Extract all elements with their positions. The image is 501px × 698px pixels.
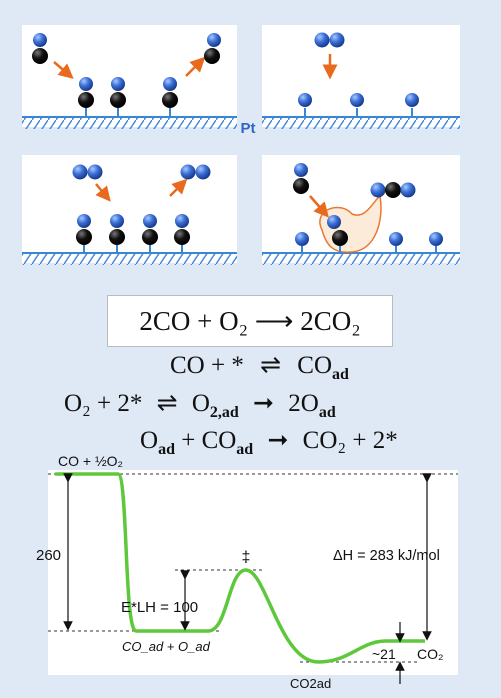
panel-co-blocking (22, 155, 237, 265)
step2-left: O₂ + 2* (64, 390, 143, 417)
step1-right-sub: ad (332, 366, 349, 383)
panel-co-adsorption (22, 25, 237, 129)
step3-left-b-sub: ad (236, 441, 254, 458)
transition-state-mark: ‡ (242, 549, 251, 566)
co-desorption-energy: 260 (36, 547, 61, 564)
step1-left: CO + * (170, 352, 244, 379)
step3-right: CO₂ + 2* (302, 427, 398, 454)
overall-reaction-box: 2CO + O₂ ⟶ 2CO₂ (107, 295, 393, 347)
step3-left-a: O (140, 427, 159, 454)
step2-mid: O (191, 390, 210, 417)
step2-right-sub: ad (318, 404, 336, 421)
product-label: CO₂ (417, 646, 443, 662)
activation-energy-label: E*LH = 100 (121, 599, 198, 616)
energy-profile-diagram: CO + ½O₂ 260 E*LH = 100 ‡ CO_ad + O_ad Δ… (36, 453, 458, 691)
panel-langmuir-hinshelwood (262, 155, 460, 265)
reaction-enthalpy-label: ΔH = 283 kJ/mol (333, 548, 440, 564)
start-state-label: CO + ½O₂ (58, 453, 123, 469)
step3-left-a-sub: ad (158, 441, 175, 458)
overall-reaction: 2CO + O₂ ⟶ 2CO₂ (139, 305, 361, 336)
mechanism-step-1: CO + * ⇌ COad (170, 352, 349, 383)
carbon-atom-icon (32, 48, 48, 64)
step2-mid-sub: 2,ad (209, 404, 239, 421)
adsorption-schematic: Pt (22, 25, 460, 265)
oxygen-atom-icon (33, 33, 47, 47)
step3-left-b: + CO (181, 427, 237, 454)
panel-o2-dissociation (262, 25, 460, 129)
surface-label: Pt (241, 120, 256, 137)
energy-curve (55, 472, 425, 664)
product-desorption-energy: ~21 (372, 646, 396, 662)
mechanism-step-2: O₂ + 2* ⇌ O2,ad ➞ 2Oad (64, 390, 336, 421)
adsorbed-reactants-label: CO_ad + O_ad (122, 639, 211, 654)
step1-right: CO (297, 352, 333, 379)
mechanism-step-3: Oad + COad ➞ CO₂ + 2* (140, 427, 398, 458)
adsorbed-product-label: CO2ad (290, 676, 331, 691)
step2-right: 2O (288, 390, 319, 417)
